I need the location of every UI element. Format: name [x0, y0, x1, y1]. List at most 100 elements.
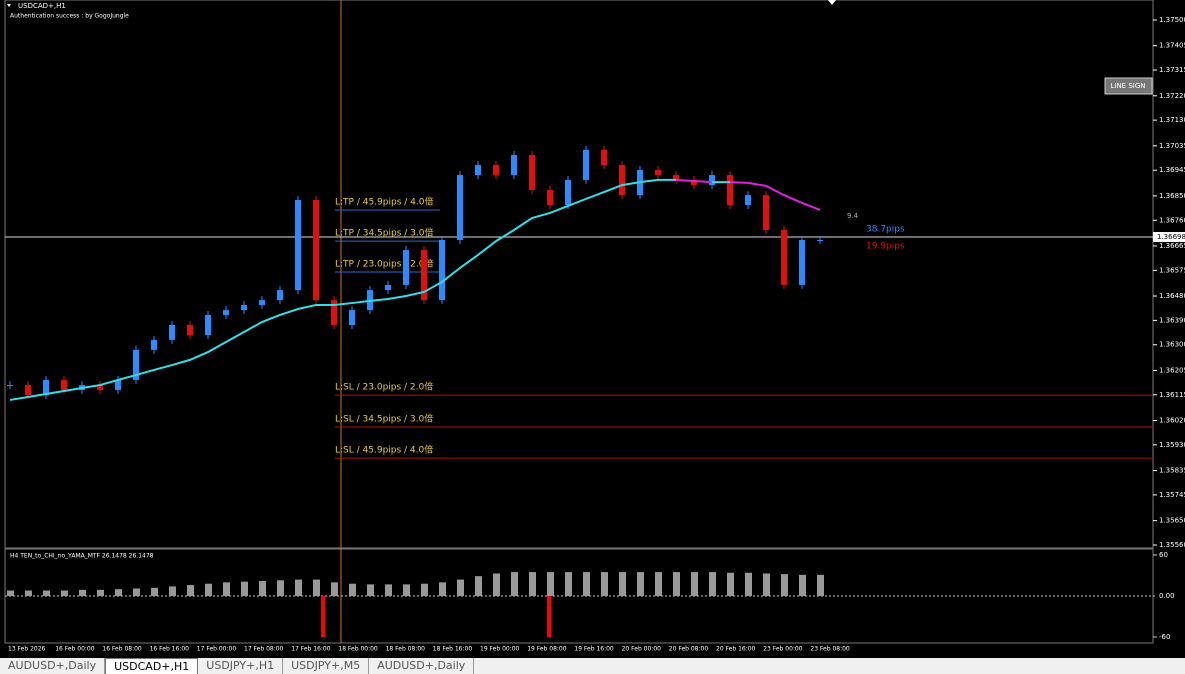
hist-bar — [169, 586, 176, 596]
info-loss: 19.9pips — [866, 242, 905, 252]
hist-bar — [475, 576, 482, 596]
x-tick-label: 19 Feb 08:00 — [527, 646, 567, 653]
y-tick-label: 1.36390 — [1159, 316, 1185, 324]
y-tick-label: 1.36300 — [1159, 341, 1185, 349]
candle — [259, 300, 265, 305]
candle — [241, 304, 247, 311]
tab[interactable]: AUDUSD+,Daily — [369, 658, 475, 674]
price-box — [1153, 232, 1185, 243]
hist-bar — [457, 579, 464, 596]
hist-bar — [511, 572, 518, 596]
moving-average — [675, 178, 713, 184]
hist-bar — [529, 572, 536, 596]
y-tick-label: 1.36665 — [1159, 242, 1185, 250]
x-tick-label: 17 Feb 16:00 — [291, 646, 331, 653]
hist-bar — [817, 574, 824, 596]
hist-bar — [565, 572, 572, 596]
y-tick-label: 1.36945 — [1159, 166, 1185, 174]
hist-bar — [223, 582, 230, 596]
x-tick-label: 16 Feb 08:00 — [102, 646, 142, 653]
tab[interactable]: USDJPY+,H1 — [198, 658, 284, 674]
candle — [403, 250, 409, 285]
candle — [205, 314, 211, 335]
candle — [709, 175, 715, 186]
hist-bar — [619, 572, 626, 596]
hist-bar — [25, 590, 32, 596]
hist-bar — [313, 579, 320, 596]
candle — [97, 385, 103, 390]
hist-bar — [385, 584, 392, 596]
hist-bar — [601, 572, 608, 596]
candle — [439, 240, 445, 301]
candle — [655, 169, 661, 176]
hist-bar — [187, 585, 194, 596]
tab[interactable]: USDCAD+,H1 — [105, 658, 199, 674]
candle — [547, 189, 553, 206]
hist-bar — [781, 574, 788, 596]
sl-label: L:SL / 23.0pips / 2.0倍 — [335, 381, 433, 393]
candle — [313, 199, 319, 301]
x-tick-label: 23 Feb 08:00 — [810, 646, 850, 653]
candle — [421, 250, 427, 301]
hist-bar — [655, 572, 662, 596]
x-tick-label: 18 Feb 00:00 — [338, 646, 378, 653]
x-tick-label: 17 Feb 00:00 — [197, 646, 237, 653]
hist-bar — [205, 583, 212, 596]
x-tick-label: 20 Feb 08:00 — [669, 646, 709, 653]
candle — [745, 195, 751, 206]
line-sign-button[interactable] — [1104, 77, 1153, 95]
tab[interactable]: USDJPY+,M5 — [283, 658, 370, 674]
candle — [43, 379, 49, 396]
terminal: USDCAD+,H1 Authentication success : by G… — [4, 0, 1185, 653]
x-tick-label: 20 Feb 00:00 — [622, 646, 662, 653]
y-tick-label: 1.37500 — [1159, 16, 1185, 24]
hist-bar — [673, 572, 680, 596]
symbol-title: USDCAD+,H1 — [18, 2, 66, 10]
hist-bar — [727, 572, 734, 596]
y-tick-label: 1.35835 — [1159, 467, 1185, 475]
hist-bar — [691, 572, 698, 596]
hist-bar — [799, 574, 806, 596]
x-tick-label: 19 Feb 00:00 — [480, 646, 520, 653]
candle — [7, 385, 13, 387]
chart-frame — [4, 0, 1154, 549]
hist-bar — [43, 590, 50, 596]
hist-bar — [151, 587, 158, 596]
candle — [583, 149, 589, 180]
x-tick-label: 18 Feb 16:00 — [433, 646, 473, 653]
candle — [223, 310, 229, 315]
tp-label: L:TP / 45.9pips / 4.0倍 — [335, 195, 433, 207]
y-tick-label: 1.37130 — [1159, 116, 1185, 124]
auth-text: Authentication success : by GogoJungle — [10, 13, 129, 20]
y-tick-label: 1.37315 — [1159, 66, 1185, 74]
y-tick-label: 1.36760 — [1159, 216, 1185, 224]
hist-bar — [493, 573, 500, 596]
x-tick-label: 19 Feb 16:00 — [574, 646, 614, 653]
hist-bar — [331, 582, 338, 596]
candle — [601, 149, 607, 166]
hist-bar — [403, 584, 410, 596]
y-tick-label: 1.35930 — [1159, 441, 1185, 449]
y-tick-label: 1.36020 — [1159, 417, 1185, 425]
candle — [277, 290, 283, 301]
candle — [331, 300, 337, 325]
hist-bar — [439, 582, 446, 596]
candle — [187, 324, 193, 335]
tp-label: L:TP / 34.5pips / 3.0倍 — [335, 227, 433, 239]
signal-bar — [321, 596, 325, 637]
y-tick-label: 1.35650 — [1159, 517, 1185, 525]
candle — [169, 324, 175, 340]
hist-bar — [61, 590, 68, 596]
moving-average — [729, 181, 821, 211]
tab-bar: AUDUSD+,Daily USDCAD+,H1 USDJPY+,H1 USDJPY+… — [0, 658, 1185, 674]
hist-bar — [763, 573, 770, 596]
candle — [475, 165, 481, 176]
y-tick-label: 1.37035 — [1159, 142, 1185, 150]
candle — [799, 240, 805, 285]
tab[interactable]: AUDUSD+,Daily — [0, 658, 106, 674]
button-label[interactable]: LINE SIGN — [1110, 82, 1145, 90]
ind-tick-label: -60 — [1159, 633, 1170, 641]
x-tick-label: 16 Feb 16:00 — [150, 646, 190, 653]
hist-bar — [421, 583, 428, 596]
sl-label: L:SL / 34.5pips / 3.0倍 — [335, 413, 433, 425]
